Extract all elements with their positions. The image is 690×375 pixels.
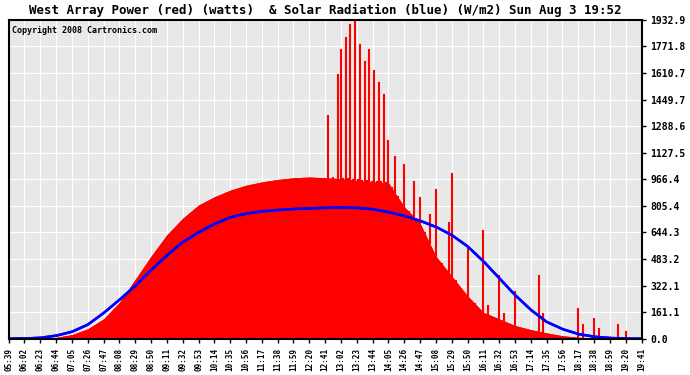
Text: Copyright 2008 Cartronics.com: Copyright 2008 Cartronics.com xyxy=(12,26,157,35)
Title: West Array Power (red) (watts)  & Solar Radiation (blue) (W/m2) Sun Aug 3 19:52: West Array Power (red) (watts) & Solar R… xyxy=(29,4,622,17)
